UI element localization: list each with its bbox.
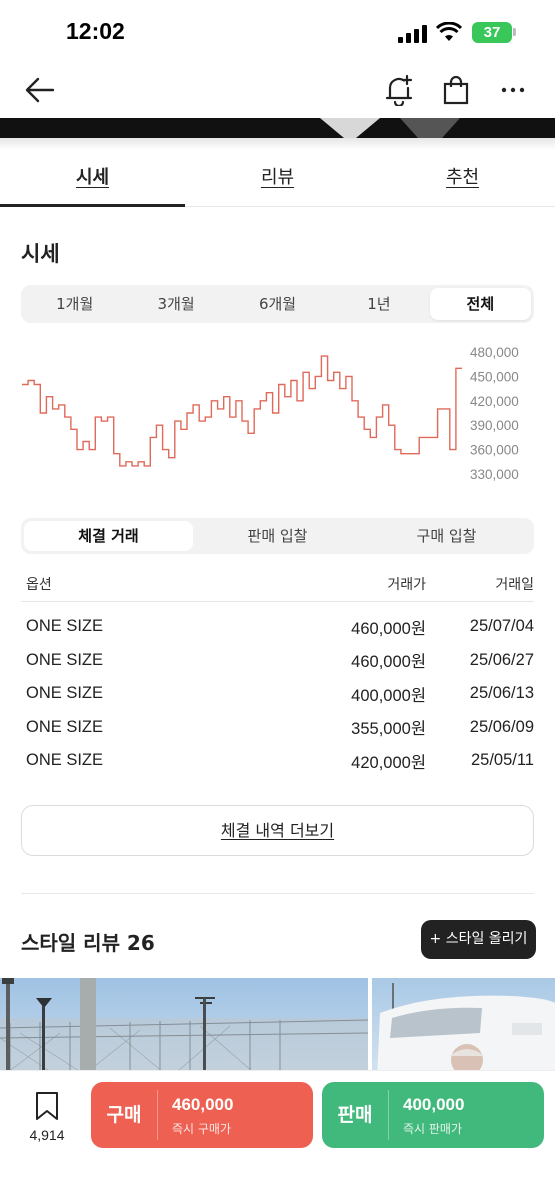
bookmark-icon [36,1092,58,1120]
status-bar: 12:02 37 [0,0,555,66]
table-row: ONE SIZE 420,000원 25/05/11 [21,744,534,778]
status-time: 12:02 [66,18,125,44]
row-date: 25/06/13 [469,684,534,703]
row-date: 25/05/11 [470,751,534,770]
wifi-icon [435,21,463,42]
sell-label: 판매 [337,1104,373,1126]
more-horizontal-icon[interactable] [495,72,531,108]
section-divider [21,893,534,894]
row-option: ONE SIZE [26,650,104,669]
row-option: ONE SIZE [26,717,104,736]
row-option: ONE SIZE [26,684,104,703]
bell-plus-icon[interactable] [381,72,417,108]
price-chart: 480,000 450,000 420,000 390,000 360,000 330,0… [0,340,555,490]
price-chart-svg: 480,000 450,000 420,000 390,000 360,000 330,0… [22,345,519,482]
y-tick-label: 420,000 [470,394,519,409]
header-option: 옵션 [26,576,52,593]
row-price: 400,000원 [351,686,426,705]
buy-sub-label: 즉시 구매가 [172,1122,232,1136]
y-tick-label: 390,000 [470,418,519,433]
buy-button[interactable]: 구매 460,000 즉시 구매가 [91,1082,313,1148]
cellular-signal-icon [398,25,428,43]
buy-label: 구매 [106,1104,142,1126]
tab-recommend[interactable]: 추천 [445,167,480,188]
product-image-strip [0,118,555,138]
back-arrow-icon[interactable] [22,72,58,108]
period-6month[interactable]: 6개월 [258,295,297,313]
period-all[interactable]: 전체 [429,288,532,320]
table-row: ONE SIZE 355,000원 25/06/09 [21,711,534,745]
battery-tip [513,28,516,36]
shopping-bag-icon[interactable] [438,72,474,108]
trade-history-table: 옵션 거래가 거래일 ONE SIZE 460,000원 25/07/04 ON… [21,566,534,778]
price-section-title: 시세 [21,242,60,266]
period-1year[interactable]: 1년 [367,295,391,313]
y-tick-label: 360,000 [470,443,519,458]
trade-type-sell-bid[interactable]: 판매 입찰 [247,527,308,545]
table-row: ONE SIZE 460,000원 25/07/04 [21,610,534,644]
row-option: ONE SIZE [26,751,104,770]
upload-style-button[interactable]: + 스타일 올리기 [421,920,536,959]
bottom-action-bar: 4,914 구매 460,000 즉시 구매가 판매 400,000 즉시 판매… [0,1070,555,1200]
top-nav [0,66,555,116]
row-date: 25/07/04 [469,617,534,636]
sell-sub-label: 즉시 판매가 [403,1122,463,1136]
buy-price: 460,000 [172,1095,234,1114]
battery-indicator: 37 [472,22,512,43]
table-row: ONE SIZE 460,000원 25/06/27 [21,644,534,678]
bookmark-button[interactable]: 4,914 [22,1091,72,1143]
sell-button[interactable]: 판매 400,000 즉시 판매가 [322,1082,544,1148]
style-review-title: 스타일 리뷰 26 [21,931,155,955]
row-option: ONE SIZE [26,617,104,636]
header-price: 거래가 [387,576,426,593]
style-photo[interactable] [372,978,555,1078]
row-price: 460,000원 [351,619,426,638]
row-date: 25/06/09 [469,717,534,736]
row-date: 25/06/27 [469,650,534,669]
y-tick-label: 450,000 [470,369,519,384]
y-tick-label: 480,000 [470,345,519,360]
section-tabs: 시세 리뷰 추천 [0,150,555,207]
y-tick-label: 330,000 [470,467,519,482]
style-photo[interactable] [0,978,368,1078]
bookmark-count: 4,914 [29,1127,65,1143]
trade-type-completed[interactable]: 체결 거래 [24,521,193,551]
tab-price[interactable]: 시세 [0,150,185,207]
tab-review[interactable]: 리뷰 [260,167,295,188]
table-header: 옵션 거래가 거래일 [21,566,534,602]
sell-price: 400,000 [403,1095,465,1114]
header-date: 거래일 [495,576,534,593]
banner-shadow [0,138,555,150]
row-price: 420,000원 [351,753,426,772]
trade-type-buy-bid[interactable]: 구매 입찰 [416,527,477,545]
period-3month[interactable]: 3개월 [157,295,195,313]
view-more-trades-button[interactable]: 체결 내역 더보기 [21,805,534,856]
period-selector: 1개월 3개월 6개월 1년 전체 [21,285,534,323]
row-price: 355,000원 [351,720,426,739]
price-line-series [22,355,462,467]
row-price: 460,000원 [351,653,426,672]
period-1month[interactable]: 1개월 [56,295,94,313]
trade-type-selector: 체결 거래 판매 입찰 구매 입찰 [21,518,534,554]
table-row: ONE SIZE 400,000원 25/06/13 [21,677,534,711]
